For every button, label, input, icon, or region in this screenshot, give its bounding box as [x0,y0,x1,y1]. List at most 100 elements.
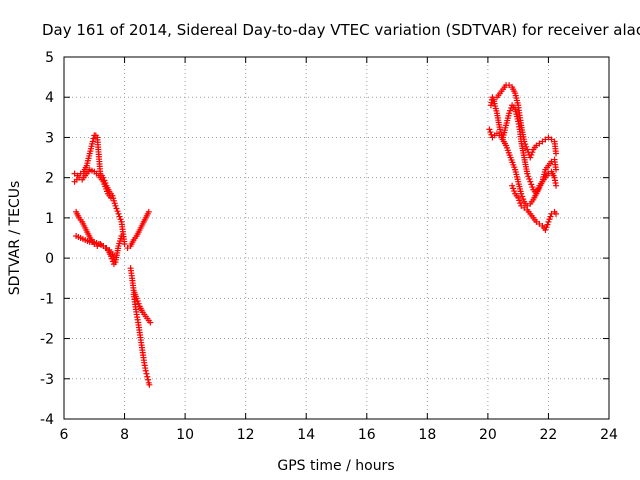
data-point [544,221,551,228]
data-point [89,138,96,145]
data-point [506,82,513,89]
data-point [527,154,534,161]
x-tick-label: 22 [540,427,558,443]
data-point [553,150,560,157]
data-point [110,261,117,268]
data-point [545,218,552,225]
y-tick-label: -2 [40,332,54,348]
data-point [497,126,503,133]
data-point [107,194,114,201]
chart-title: Day 161 of 2014, Sidereal Day-to-day VTE… [42,21,640,39]
data-point [553,210,560,217]
data-point [113,205,120,212]
data-point [145,208,152,215]
y-tick-label: -1 [40,291,54,307]
data-point [553,166,560,173]
x-tick-label: 20 [479,427,497,443]
data-point [519,193,526,200]
y-tick-label: 3 [45,130,54,146]
data-point [542,136,549,143]
x-tick-label: 6 [60,427,69,443]
y-tick-label: 5 [45,50,54,66]
data-point [90,135,97,142]
data-point [545,134,552,141]
x-tick-labels: 6 8 10 12 14 16 18 20 22 24 [60,427,618,443]
data-point [527,178,534,185]
data-point [146,381,153,388]
y-axis-label: SDTVAR / TECUs [7,181,23,296]
data-point [529,149,536,156]
data-point [143,370,150,377]
data-point [117,216,124,223]
data-point [124,245,131,252]
data-point [529,184,536,191]
data-point [487,129,494,136]
data-point [115,210,122,217]
data-point [77,170,84,177]
data-point [509,182,516,189]
data-point [118,232,125,239]
data-point [536,220,543,227]
x-tick-label: 14 [297,427,315,443]
x-tick-label: 12 [237,427,255,443]
x-tick-label: 24 [600,427,618,443]
data-point [518,190,525,197]
data-point [546,216,553,223]
data-point [521,138,528,145]
data-point [548,136,555,143]
y-tick-label: 0 [45,251,54,267]
data-point [543,224,550,231]
data-point [116,213,123,220]
data-point [147,319,154,326]
y-tick-label: -3 [40,372,54,388]
data-point [71,170,78,177]
data-point [144,373,151,380]
data-point [114,208,121,215]
axis-ticks [63,56,610,420]
data-point [522,141,529,148]
y-tick-label: 1 [45,211,54,227]
data-point [533,218,540,225]
data-point [518,202,525,209]
data-point [511,188,518,195]
data-point [523,143,530,150]
data-point [526,176,533,183]
x-tick-label: 10 [176,427,194,443]
data-point [107,253,114,260]
data-point [142,367,149,374]
data-point [507,107,514,114]
data-point [145,376,152,383]
data-point [506,110,513,117]
y-tick-label: 4 [45,90,54,106]
data-point [516,197,523,204]
data-point [112,202,119,209]
data-point [528,151,535,158]
x-tick-label: 8 [120,427,129,443]
plot-frame [63,56,610,420]
data-point [486,126,493,133]
x-tick-label: 16 [358,427,376,443]
data-point [108,255,115,262]
grid [64,57,609,419]
data-point [121,241,128,248]
data-points [71,82,560,388]
data-point [547,213,554,220]
x-tick-label: 18 [418,427,436,443]
data-point [539,138,546,145]
data-point [553,182,560,189]
data-point [528,181,535,188]
data-point [517,200,524,207]
data-point [525,173,532,180]
data-point [134,298,141,305]
y-tick-labels: -4 -3 -2 -1 0 1 2 3 4 5 [40,50,54,428]
data-point [109,258,116,265]
data-point [524,170,531,177]
data-point [510,185,517,192]
data-point [520,196,527,203]
data-point [524,146,531,153]
data-point [536,140,543,147]
data-point [515,194,522,201]
y-tick-label: 2 [45,171,54,187]
y-tick-label: -4 [40,412,54,428]
